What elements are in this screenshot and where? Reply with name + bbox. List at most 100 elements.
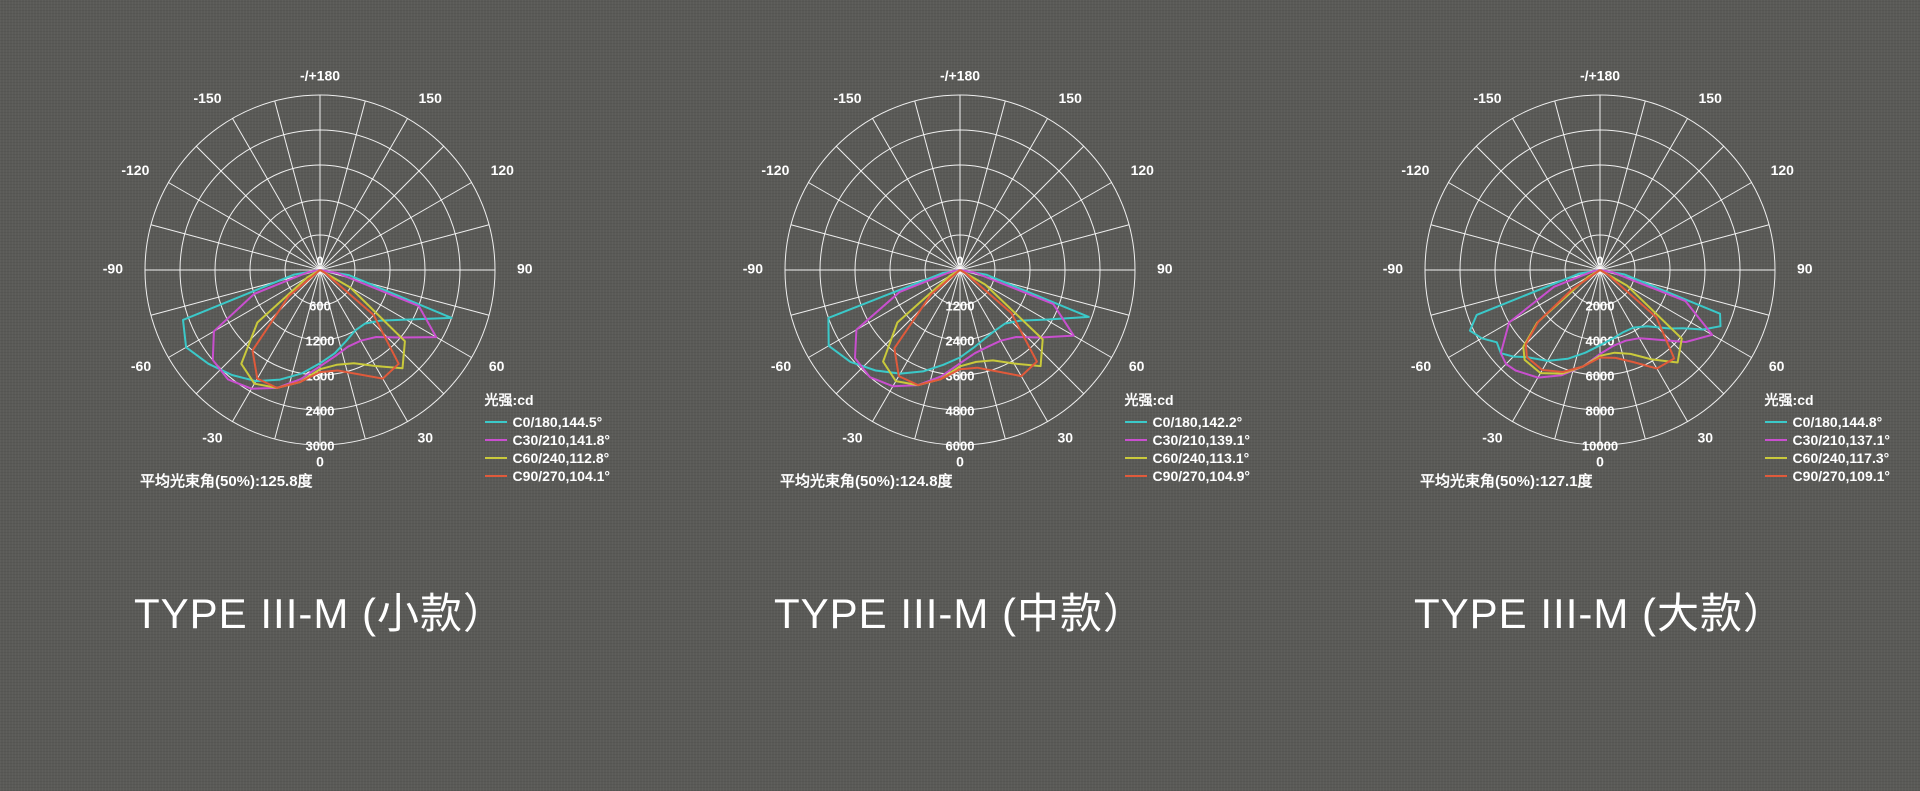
svg-text:0: 0	[1597, 254, 1604, 268]
svg-text:-/+180: -/+180	[940, 68, 980, 84]
legend-label: C60/240,112.8°	[513, 450, 610, 466]
svg-text:-60: -60	[131, 358, 151, 374]
legend-swatch	[1765, 439, 1787, 441]
legend-title: 光强:cd	[1125, 390, 1250, 410]
legend-title: 光强:cd	[485, 390, 610, 410]
svg-text:8000: 8000	[1586, 403, 1615, 418]
legend-row: C0/180,144.5°	[485, 414, 610, 430]
legend-swatch	[485, 421, 507, 423]
legend-row: C30/210,141.8°	[485, 432, 610, 448]
svg-text:-90: -90	[1383, 261, 1403, 277]
legend-label: C0/180,144.5°	[513, 414, 603, 430]
legend-swatch	[1125, 439, 1147, 441]
svg-text:10000: 10000	[1582, 438, 1618, 453]
legend-swatch	[485, 457, 507, 459]
svg-text:90: 90	[517, 261, 533, 277]
svg-text:-60: -60	[1411, 358, 1431, 374]
avg-beam-angle-label: 平均光束角(50%):124.8度	[780, 470, 953, 491]
legend-swatch	[485, 439, 507, 441]
svg-text:30: 30	[1058, 430, 1074, 446]
chart-title: TYPE III-M (大款）	[1414, 580, 1786, 641]
legend-row: C30/210,137.1°	[1765, 432, 1890, 448]
svg-text:1200: 1200	[306, 333, 335, 348]
svg-text:-150: -150	[1473, 90, 1501, 106]
svg-text:-150: -150	[833, 90, 861, 106]
chart-cell-0: -/+18090120150-90-120-1503060-30-6000600…	[40, 50, 600, 641]
svg-text:3000: 3000	[306, 438, 335, 453]
polar-chart: -/+18090120150-90-120-1503060-30-6000120…	[740, 50, 1180, 520]
legend: 光强:cd C0/180,144.5° C30/210,141.8° C60/240,…	[485, 390, 610, 486]
svg-text:-150: -150	[193, 90, 221, 106]
svg-text:-/+180: -/+180	[1580, 68, 1620, 84]
chart-title: TYPE III-M (小款）	[134, 580, 506, 641]
svg-text:4800: 4800	[946, 403, 975, 418]
svg-text:150: 150	[1699, 90, 1723, 106]
legend-label: C90/270,109.1°	[1793, 468, 1890, 484]
polar-chart: -/+18090120150-90-120-1503060-30-6000600…	[100, 50, 540, 520]
legend-row: C0/180,142.2°	[1125, 414, 1250, 430]
svg-text:6000: 6000	[1586, 368, 1615, 383]
svg-text:1200: 1200	[946, 298, 975, 313]
svg-text:600: 600	[309, 298, 331, 313]
svg-text:90: 90	[1157, 261, 1173, 277]
legend-label: C30/210,137.1°	[1793, 432, 1890, 448]
svg-text:-30: -30	[202, 430, 222, 446]
legend-row: C90/270,104.9°	[1125, 468, 1250, 484]
svg-text:2000: 2000	[1586, 298, 1615, 313]
svg-text:0: 0	[316, 454, 324, 470]
legend-row: C60/240,113.1°	[1125, 450, 1250, 466]
chart-title: TYPE III-M (中款）	[774, 580, 1146, 641]
avg-beam-angle-label: 平均光束角(50%):127.1度	[1420, 470, 1593, 491]
legend-swatch	[1765, 475, 1787, 477]
chart-cell-2: -/+18090120150-90-120-1503060-30-6000200…	[1320, 50, 1880, 641]
svg-text:-90: -90	[743, 261, 763, 277]
legend-title: 光强:cd	[1765, 390, 1890, 410]
svg-text:120: 120	[1131, 162, 1155, 178]
legend-swatch	[485, 475, 507, 477]
svg-text:-120: -120	[1401, 162, 1429, 178]
series-c0	[1470, 270, 1721, 361]
legend-label: C90/270,104.9°	[1153, 468, 1250, 484]
svg-text:-120: -120	[761, 162, 789, 178]
legend: 光强:cd C0/180,144.8° C30/210,137.1° C60/240,…	[1765, 390, 1890, 486]
svg-text:0: 0	[317, 254, 324, 268]
svg-text:150: 150	[1059, 90, 1083, 106]
legend-label: C90/270,104.1°	[513, 468, 610, 484]
legend-swatch	[1765, 457, 1787, 459]
svg-text:120: 120	[1771, 162, 1795, 178]
legend-label: C60/240,113.1°	[1153, 450, 1250, 466]
svg-text:30: 30	[418, 430, 434, 446]
svg-text:0: 0	[957, 254, 964, 268]
legend-row: C90/270,109.1°	[1765, 468, 1890, 484]
svg-text:6000: 6000	[946, 438, 975, 453]
legend-label: C0/180,142.2°	[1153, 414, 1243, 430]
legend: 光强:cd C0/180,142.2° C30/210,139.1° C60/240,…	[1125, 390, 1250, 486]
svg-text:2400: 2400	[306, 403, 335, 418]
svg-text:150: 150	[419, 90, 443, 106]
svg-text:-30: -30	[842, 430, 862, 446]
chart-cell-1: -/+18090120150-90-120-1503060-30-6000120…	[680, 50, 1240, 641]
svg-text:2400: 2400	[946, 333, 975, 348]
legend-row: C30/210,139.1°	[1125, 432, 1250, 448]
legend-label: C60/240,117.3°	[1793, 450, 1890, 466]
legend-row: C0/180,144.8°	[1765, 414, 1890, 430]
avg-beam-angle-label: 平均光束角(50%):125.8度	[140, 470, 313, 491]
svg-text:60: 60	[489, 358, 505, 374]
svg-text:-/+180: -/+180	[300, 68, 340, 84]
legend-swatch	[1125, 475, 1147, 477]
legend-row: C60/240,117.3°	[1765, 450, 1890, 466]
legend-swatch	[1125, 421, 1147, 423]
legend-label: C0/180,144.8°	[1793, 414, 1883, 430]
svg-text:90: 90	[1797, 261, 1813, 277]
svg-text:60: 60	[1769, 358, 1785, 374]
legend-swatch	[1125, 457, 1147, 459]
svg-text:-90: -90	[103, 261, 123, 277]
svg-text:-120: -120	[121, 162, 149, 178]
svg-text:0: 0	[956, 454, 964, 470]
legend-label: C30/210,141.8°	[513, 432, 610, 448]
polar-chart: -/+18090120150-90-120-1503060-30-6000200…	[1380, 50, 1820, 520]
legend-row: C60/240,112.8°	[485, 450, 610, 466]
svg-text:-60: -60	[771, 358, 791, 374]
svg-text:0: 0	[1596, 454, 1604, 470]
svg-text:30: 30	[1698, 430, 1714, 446]
